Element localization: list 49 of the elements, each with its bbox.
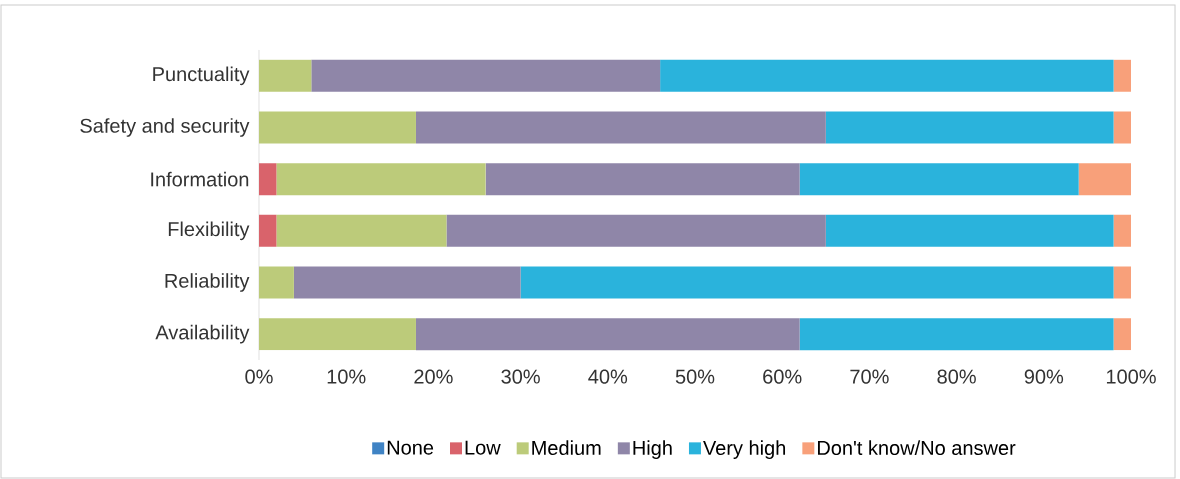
x-tick-label: 90% xyxy=(1024,369,1064,384)
y-tick-label: Reliability xyxy=(165,273,250,292)
bar xyxy=(1113,214,1132,247)
x-tick-label: 10% xyxy=(327,369,366,384)
x-tick-label: 0% xyxy=(245,369,273,384)
bar xyxy=(259,111,416,144)
y-tick-label: Safety and security xyxy=(80,118,250,137)
bar xyxy=(1113,111,1132,144)
x-tick-label: 70% xyxy=(850,369,889,384)
x-tick-label: 100% xyxy=(1106,369,1156,384)
bar xyxy=(259,163,277,196)
x-tick-label: 40% xyxy=(588,369,628,384)
x-tick-label: 50% xyxy=(675,369,715,384)
y-tick-label: Flexibility xyxy=(168,221,250,241)
bar xyxy=(660,59,1114,92)
bar xyxy=(1113,266,1132,299)
bar xyxy=(485,163,800,196)
bar xyxy=(825,214,1114,247)
legend-label: High xyxy=(633,440,672,459)
bar xyxy=(799,163,1079,196)
legend-label: Very high xyxy=(703,440,786,459)
x-tick-label: 30% xyxy=(501,369,540,384)
bar xyxy=(799,318,1114,351)
bar xyxy=(1113,59,1132,92)
x-tick-label: 80% xyxy=(937,369,976,384)
bar xyxy=(1113,318,1132,351)
bar xyxy=(520,266,1114,299)
bar xyxy=(259,59,312,92)
x-tick-label: 60% xyxy=(763,369,802,384)
legend-label: Low xyxy=(465,440,501,455)
bar xyxy=(825,111,1114,144)
bar xyxy=(293,266,521,299)
bar xyxy=(259,266,294,299)
bar xyxy=(415,318,800,351)
x-tick-label: 20% xyxy=(414,369,453,384)
y-tick-label: Punctuality xyxy=(153,66,250,86)
bar xyxy=(446,214,826,247)
bar xyxy=(259,214,277,247)
bar xyxy=(276,214,447,247)
legend-label: Medium xyxy=(532,440,601,456)
legend-label: Don't know/No answer xyxy=(817,440,1016,456)
bar xyxy=(1078,163,1132,196)
bar xyxy=(311,59,661,92)
legend-label: None xyxy=(387,440,434,455)
y-tick-label: Availability xyxy=(155,324,250,344)
bar xyxy=(415,111,826,144)
y-tick-label: Information xyxy=(151,171,249,187)
bar xyxy=(276,163,486,196)
bar xyxy=(259,318,416,351)
